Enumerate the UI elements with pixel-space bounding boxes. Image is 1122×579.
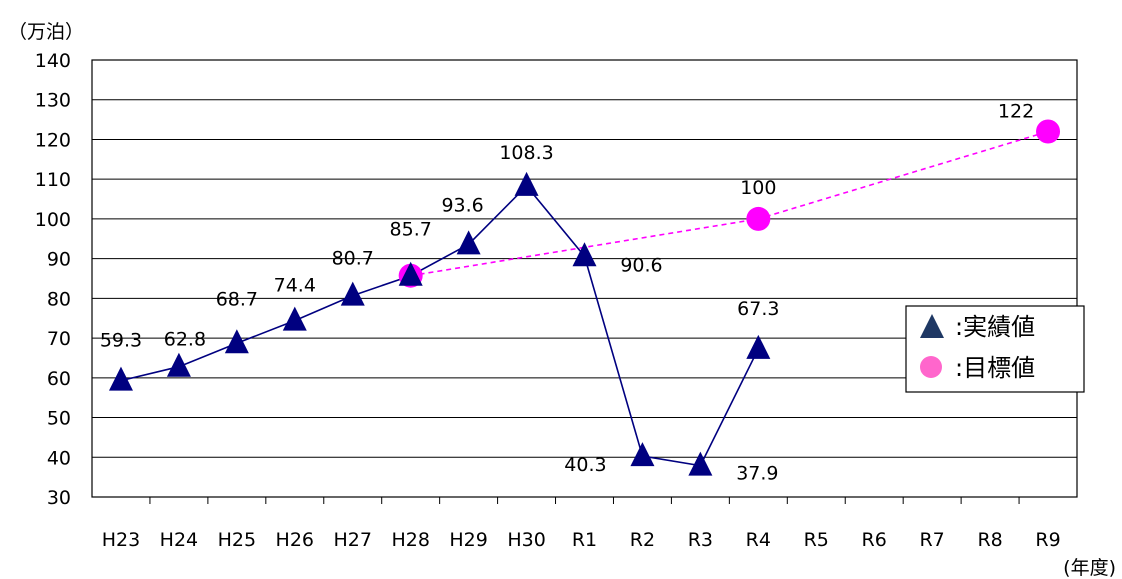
actual-data-label: 67.3 [737,298,779,320]
x-tick-label: R2 [630,529,655,551]
x-axis-ticks [149,497,1020,504]
y-axis-unit-label: （万泊） [8,21,84,43]
y-tick-label: 90 [47,249,71,271]
target-data-label: 122 [998,101,1034,123]
y-tick-label: 40 [47,447,71,469]
y-axis-tick-labels: 30 40 50 60 70 80 90 100 110 120 130 140 [35,50,71,509]
x-tick-label: R7 [919,529,944,551]
legend-triangle-marker [920,314,944,338]
actual-data-label: 68.7 [216,288,258,310]
actual-point-marker [572,242,597,267]
y-tick-label: 100 [35,209,71,231]
actual-point-marker [456,230,481,255]
x-axis-tick-labels: H23 H24 H25 H26 H27 H28 H29 H30 R1 R2 R3 R4 R5 R6 R7 R8… [102,529,1061,551]
x-tick-label: R3 [688,529,713,551]
y-tick-label: 50 [47,408,71,430]
actual-point-marker [688,451,713,476]
x-tick-label: R5 [804,529,829,551]
actual-point-marker [398,261,423,286]
actual-data-label: 108.3 [499,142,553,164]
x-tick-label: H30 [507,529,545,551]
target-point-marker [1036,119,1061,144]
actual-data-label: 90.6 [620,254,662,276]
y-tick-label: 140 [35,50,71,72]
actual-data-label: 74.4 [274,275,316,297]
actual-point-marker [340,281,365,306]
x-tick-label: H28 [391,529,429,551]
legend: :実績値 :目標値 [905,305,1085,393]
legend-circle-marker [920,356,942,378]
x-tick-label: R6 [862,529,887,551]
y-tick-label: 130 [35,90,71,112]
y-tick-label: 110 [35,169,71,191]
series-markers [108,119,1061,476]
legend-label-actual: :実績値 [955,313,1035,341]
y-tick-label: 80 [47,288,71,310]
x-tick-label: H26 [276,529,314,551]
legend-box [905,305,1085,393]
actual-data-label: 93.6 [441,194,483,216]
target-data-label: 100 [740,177,776,199]
actual-data-label: 59.3 [100,330,142,352]
y-tick-label: 70 [47,328,71,350]
x-tick-label: H29 [449,529,487,551]
x-tick-label: R4 [746,529,771,551]
actual-point-marker [514,171,539,196]
actual-data-label: 85.7 [390,219,432,241]
actual-data-label: 40.3 [564,454,606,476]
x-tick-label: R9 [1035,529,1060,551]
x-tick-label: R8 [977,529,1002,551]
y-tick-label: 60 [47,368,71,390]
actual-series-line [120,184,760,467]
y-tick-label: 30 [47,487,71,509]
target-point-marker [746,206,771,231]
x-tick-label: H25 [218,529,256,551]
actual-point-marker [282,306,307,331]
x-tick-label: R1 [572,529,597,551]
actual-data-label: 62.8 [164,329,206,351]
actual-point-marker [166,352,191,377]
actual-point-marker [224,329,249,354]
actual-point-marker [630,442,655,467]
x-tick-label: H24 [160,529,198,551]
data-labels: 59.3 62.8 68.7 74.4 80.7 85.7 93.6 108.3 90.6 40.… [100,101,1034,485]
x-axis-unit-label: (年度) [1063,557,1116,579]
actual-data-label: 37.9 [736,463,778,485]
plot-area-frame [91,59,1078,498]
x-tick-label: H27 [334,529,372,551]
y-tick-label: 120 [35,129,71,151]
actual-point-marker [746,334,771,359]
legend-label-target: :目標値 [955,354,1035,382]
actual-point-marker [108,366,133,391]
actual-data-label: 80.7 [332,248,374,270]
x-tick-label: H23 [102,529,140,551]
